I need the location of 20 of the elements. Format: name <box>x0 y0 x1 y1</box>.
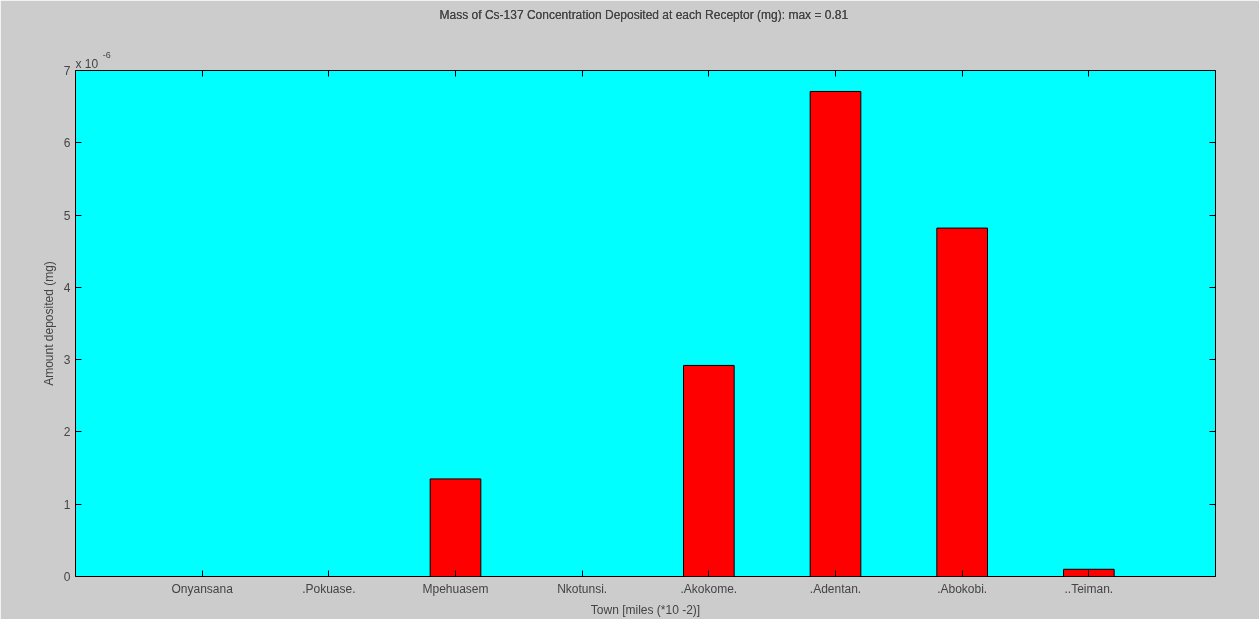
x-tick-label: Nkotunsi. <box>557 581 608 596</box>
y-tick-label: 6 <box>63 136 71 151</box>
x-tick-label: Mpehuasem <box>422 581 489 596</box>
y-tick-label: 4 <box>63 280 71 295</box>
x-tick-label: .Akokome. <box>680 581 738 596</box>
x-axis-title: Town [miles (*10 -2)] <box>590 602 701 617</box>
y-tick-label: 3 <box>63 353 71 368</box>
y-tick-label: 5 <box>63 208 71 223</box>
chart-title: Mass of Cs-137 Concentration Deposited at each Receptor (mg): max = 0.81 <box>439 7 849 22</box>
y-tick-label: 2 <box>63 425 71 440</box>
y-tick-label: 0 <box>63 570 71 584</box>
x-tick-label: .Abokobi. <box>937 581 988 596</box>
x-tick-label: .Adentan. <box>809 581 862 596</box>
x-tick-label: .Pokuase. <box>302 581 356 596</box>
x-tick-label: ..Teiman. <box>1064 581 1114 596</box>
annotation: x 10-6 <box>75 49 111 71</box>
y-tick-label: 1 <box>63 497 71 512</box>
x-tick-label: Onyansana <box>171 581 234 596</box>
y-tick-label: 7 <box>63 64 71 78</box>
y-axis-title: Amount deposited (mg) <box>41 261 56 386</box>
